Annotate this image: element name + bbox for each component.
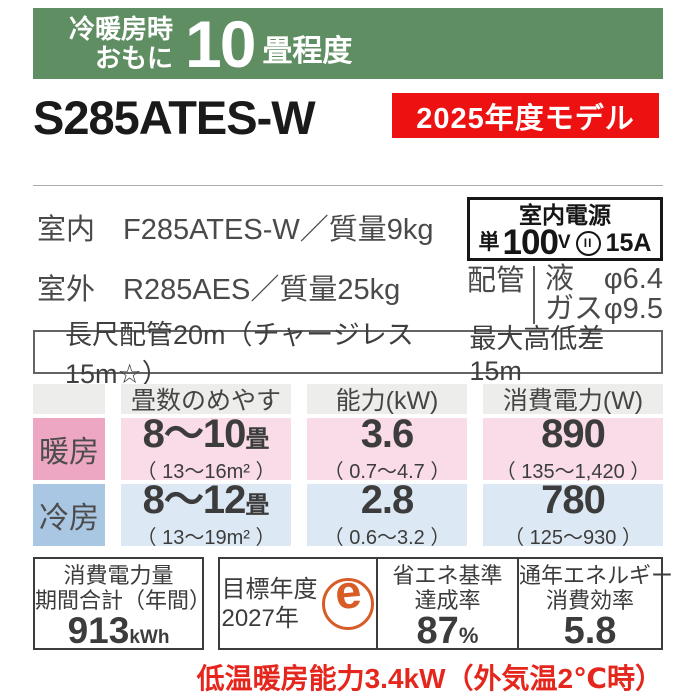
plug-type-icon: II (575, 230, 601, 256)
power-spec-line: 単 100 V II 15A (470, 223, 660, 262)
power-voltage-unit: V (557, 232, 571, 253)
plug-type-label: II (583, 236, 593, 250)
cooling-capacity-range: （ 0.6～3.2 ） (323, 527, 451, 549)
long-piping-info-bar: 長尺配管20m（チャージレス15m☆） 最大高低差15m (33, 320, 663, 389)
cooling-power-range: （ 125～930 ） (504, 527, 642, 549)
header-power: 消費電力(W) (483, 384, 663, 415)
piping-row-liquid: 液 φ6.4 (545, 264, 663, 294)
apf-label2: 消費効率 (545, 588, 634, 613)
annual-consumption-label1: 消費電力量 (63, 563, 174, 588)
capacity-tatami-count: 10 (185, 6, 256, 81)
divider-line (33, 185, 663, 186)
cooling-capacity-value: 2.8 (360, 478, 415, 522)
cooling-tatami-range: （ 13～19m² ） (136, 527, 276, 549)
capacity-banner: 冷暖房時 おもに 10 畳程度 (33, 8, 663, 79)
model-number: S285ATES-W (33, 91, 316, 144)
heating-power-value-line: 890 (541, 412, 606, 462)
low-temp-heating-footnote: 低温暖房能力3.4kW（外気温2℃時） (196, 663, 663, 694)
table-corner-cell (33, 384, 105, 414)
cooling-tatami-cell: 8～12畳 （ 13～19m² ） (121, 478, 291, 549)
capacity-caption-line2: おもに (95, 42, 174, 73)
apf-value-line: 5.8 (519, 610, 661, 657)
row-label-heating: 暖房 (33, 418, 105, 480)
energy-standard-unit: % (458, 623, 479, 648)
model-year-badge: 2025年度モデル (392, 93, 659, 138)
max-height-diff-text: 最大高低差15m (469, 324, 605, 386)
capacity-tatami-unit: 畳程度 (262, 35, 353, 68)
piping-section: 配管 液 φ6.4 ガス φ9.5 (467, 264, 663, 324)
energy-saving-mark-letter: e (333, 563, 364, 619)
heating-power-range: （ 135～1,420 ） (495, 461, 651, 483)
power-phase: 単 (478, 231, 500, 254)
heating-tatami-value: 8～10 (142, 412, 247, 456)
apf-label1: 通年エネルギー (519, 563, 674, 588)
piping-liquid-name: 液 (545, 263, 575, 295)
piping-liquid-diameter: φ6.4 (603, 263, 663, 295)
energy-standard-cell: 省エネ基準 達成率 87% (375, 559, 517, 650)
heating-capacity-value: 3.6 (360, 412, 415, 456)
cooling-power-cell: 780 （ 125～930 ） (483, 478, 663, 549)
cooling-tatami-unit: 畳 (245, 492, 270, 519)
piping-gas-name: ガス (545, 293, 604, 325)
heating-tatami-cell: 8～10畳 （ 13～16m² ） (121, 412, 291, 483)
cooling-capacity-value-line: 2.8 (360, 478, 415, 528)
cooling-power-value: 780 (541, 478, 606, 522)
target-year-label: 目標年度 (221, 575, 318, 603)
cooling-tatami-value-line: 8～12畳 (142, 478, 270, 528)
row-label-cooling: 冷房 (33, 484, 105, 546)
spec-table: 畳数のめやす 能力(kW) 消費電力(W) 暖房 8～10畳 （ 13～16m²… (33, 384, 663, 549)
energy-standard-value-line: 87% (378, 610, 517, 657)
heating-tatami-value-line: 8～10畳 (142, 412, 270, 462)
power-box-title: 室内電源 (519, 202, 611, 228)
energy-standard-label2: 達成率 (414, 588, 481, 613)
header-capacity: 能力(kW) (307, 384, 467, 415)
piping-gas-diameter: φ9.5 (603, 293, 663, 325)
heating-capacity-range: （ 0.7～4.7 ） (323, 461, 451, 483)
annual-consumption-value: 913 (67, 610, 130, 651)
cooling-tatami-value: 8～12 (142, 478, 247, 522)
target-year-cell: 目標年度 2027年 e (220, 559, 376, 648)
energy-saving-mark-icon: e (322, 563, 375, 630)
outdoor-unit-label: 室外 (37, 274, 96, 306)
piping-row-gas: ガス φ9.5 (545, 294, 663, 324)
annual-consumption-unit: kWh (129, 627, 170, 648)
indoor-unit-line: 室内 F285ATES-W／質量9kg (37, 206, 434, 248)
annual-consumption-value-line: 913kWh (35, 610, 202, 657)
capacity-banner-caption: 冷暖房時 おもに (69, 13, 174, 73)
capacity-caption-line1: 冷暖房時 (69, 13, 174, 44)
outdoor-unit-line: 室外 R285AES／質量25kg (37, 266, 400, 308)
annual-consumption-label2: 期間合計（年間） (35, 588, 212, 613)
indoor-unit-label: 室内 (37, 214, 96, 246)
indoor-unit-value: F285ATES-W／質量9kg (123, 214, 434, 246)
power-amperage: 15A (605, 229, 652, 257)
power-voltage: 100 (502, 223, 559, 262)
piping-label: 配管 (467, 265, 526, 297)
target-year-value: 2027年 (221, 604, 299, 632)
heating-tatami-unit: 畳 (245, 426, 270, 453)
indoor-power-box: 室内電源 単 100 V II 15A (467, 197, 663, 261)
header-tatami: 畳数のめやす (121, 384, 291, 415)
heating-capacity-value-line: 3.6 (360, 412, 415, 462)
piping-rows: 液 φ6.4 ガス φ9.5 (545, 264, 663, 324)
heating-tatami-range: （ 13～16m² ） (136, 461, 276, 483)
target-year-text: 目標年度 2027年 (221, 575, 317, 633)
apf-cell: 通年エネルギー 消費効率 5.8 (517, 559, 674, 650)
piping-divider (533, 266, 536, 324)
outdoor-unit-value: R285AES／質量25kg (123, 274, 401, 306)
energy-rating-box: 目標年度 2027年 e 省エネ基準 達成率 87% 通年エネルギー 消費効率 … (218, 557, 674, 650)
cooling-power-value-line: 780 (541, 478, 606, 528)
heating-capacity-cell: 3.6 （ 0.7～4.7 ） (307, 412, 467, 483)
annual-consumption-box: 消費電力量 期間合計（年間） 913kWh (33, 557, 212, 650)
heating-power-value: 890 (541, 412, 606, 456)
apf-value: 5.8 (563, 610, 617, 652)
energy-standard-value: 87 (416, 610, 459, 652)
energy-standard-label1: 省エネ基準 (392, 563, 503, 588)
long-piping-text: 長尺配管20m（チャージレス15m☆） (65, 320, 414, 389)
heating-power-cell: 890 （ 135～1,420 ） (483, 412, 663, 483)
cooling-capacity-cell: 2.8 （ 0.6～3.2 ） (307, 478, 467, 549)
